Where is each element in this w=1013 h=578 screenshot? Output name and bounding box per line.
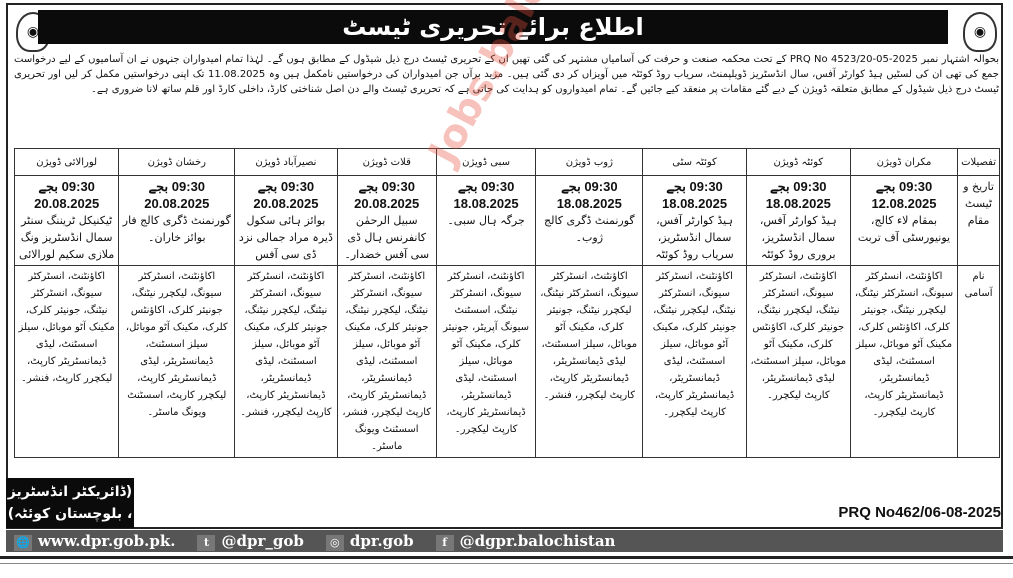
- division-header: لورالائی ڈویژن: [13, 148, 120, 176]
- time: 09:30 بجے: [875, 179, 933, 194]
- issuer-line-2: ، بلوچستان کوئٹہ): [7, 506, 133, 522]
- twitter-handle[interactable]: @dpr_gob: [221, 531, 304, 550]
- bottom-rule: [0, 556, 1013, 564]
- time: 09:30 بجے: [457, 179, 515, 194]
- venue: بمقام لاء کالج، یونیورسٹی آف تربت: [857, 214, 951, 244]
- date-venue-cell: 09:30 بجے 20.08.2025 سبیل الرحمٰن کانفرنس …: [336, 175, 437, 266]
- date-venue-cell: 09:30 بجے 20.08.2025 گورنمنٹ ڈگری کالج فار…: [118, 175, 236, 266]
- posts-cell: اکاؤنٹنٹ، انسٹرکٹر سیونگ، انسٹرکٹر نیٹنگ…: [336, 265, 437, 458]
- date: 18.08.2025: [765, 196, 831, 211]
- advertisement-frame: [6, 3, 1003, 529]
- table-row-date-venue: تاریخ و ٹیسٹ مقام 09:30 بجے 12.08.2025 بمقا…: [13, 175, 1000, 266]
- twitter-icon: t: [197, 534, 216, 551]
- date: 18.08.2025: [662, 196, 728, 211]
- date: 18.08.2025: [453, 196, 519, 211]
- posts-cell: اکاؤنٹنٹ، انسٹرکٹر سیونگ، لیکچرر نیٹنگ، …: [118, 265, 236, 458]
- facebook-handle[interactable]: @dgpr.balochistan: [459, 531, 616, 550]
- date: 20.08.2025: [34, 196, 100, 211]
- facebook-icon: f: [435, 534, 454, 551]
- date-venue-cell: 09:30 بجے 18.08.2025 جرگہ ہال سبی۔: [435, 175, 537, 266]
- division-header: ژوب ڈویژن: [535, 148, 644, 176]
- table-row-posts: نام آسامی اکاؤنٹنٹ، انسٹرکٹر سیونگ، انسٹر…: [13, 265, 1000, 458]
- venue: ہیڈ کوارٹر آفس، سمال انڈسٹریز، سریاب روڈ…: [655, 214, 734, 261]
- department-logo-icon: ◉: [963, 12, 997, 52]
- time: 09:30 بجے: [666, 179, 723, 194]
- date-venue-cell: 09:30 بجے 20.08.2025 بوائز ہائی سکول ڈیرہ …: [234, 175, 338, 266]
- venue: گورنمنٹ ڈگری کالج فار بوائز خاران۔: [122, 214, 231, 244]
- issuer-line-1: (ڈائریکٹر انڈسٹریز: [7, 484, 133, 500]
- row-label: نام آسامی: [957, 265, 1000, 458]
- time: 09:30 بجے: [38, 179, 95, 194]
- table-header-row: تفصیلات مکران ڈویژن کوئٹہ ڈویژن کوئٹہ سٹی ژو…: [13, 148, 1000, 176]
- footer-bar: 🌐 www.dpr.gob.pk. t @dpr_gob ◎ dpr.gob f @dg…: [6, 530, 1003, 552]
- globe-icon: 🌐: [14, 534, 32, 551]
- date: 18.08.2025: [556, 196, 622, 211]
- time: 09:30 بجے: [358, 179, 415, 194]
- posts-cell: اکاؤنٹنٹ، انسٹرکٹر سیونگ، انسٹرکٹر نیٹنگ…: [535, 265, 644, 458]
- intro-paragraph: بحوالہ اشتہار نمبر PRQ No 4523/20-05-202…: [14, 54, 1000, 95]
- posts-cell: اکاؤنٹنٹ، انسٹرکٹر سیونگ، انسٹرکٹر نیٹنگ…: [849, 265, 959, 458]
- posts-cell: اکاؤنٹنٹ، انسٹرکٹر سیونگ، انسٹرکٹر نیٹنگ…: [13, 265, 120, 458]
- date: 20.08.2025: [253, 196, 319, 211]
- website-link[interactable]: www.dpr.gob.pk.: [38, 531, 176, 550]
- venue: بوائز ہائی سکول ڈیرہ مراد جمالی نزد ڈی س…: [238, 214, 333, 261]
- date-venue-cell: 09:30 بجے 20.08.2025 ٹیکنیکل ٹریننگ سنٹر س…: [13, 175, 120, 266]
- venue: ٹیکنیکل ٹریننگ سنٹر سمال انڈسٹریز ونگ مل…: [19, 214, 115, 261]
- date: 12.08.2025: [871, 196, 937, 211]
- prq-number: PRQ No462/06-08-2025: [838, 504, 1001, 521]
- venue: ہیڈ کوارٹر آفس، سمال انڈسٹریز، بروری روڈ…: [759, 214, 837, 261]
- venue: سبیل الرحمٰن کانفرنس ہال ڈی سی آفس خضدار…: [344, 214, 430, 261]
- date-venue-cell: 09:30 بجے 12.08.2025 بمقام لاء کالج، یونیو…: [849, 175, 959, 266]
- date: 20.08.2025: [354, 196, 420, 211]
- division-header: قلات ڈویژن: [336, 148, 437, 176]
- date-venue-cell: 09:30 بجے 18.08.2025 ہیڈ کوارٹر آفس، سمال …: [745, 175, 851, 266]
- instagram-handle[interactable]: dpr.gob: [349, 531, 414, 550]
- time: 09:30 بجے: [257, 179, 315, 194]
- date-venue-cell: 09:30 بجے 18.08.2025 گورنمنٹ ڈگری کالج ژوب…: [535, 175, 644, 266]
- venue: گورنمنٹ ڈگری کالج ژوب۔: [544, 214, 635, 244]
- posts-cell: اکاؤنٹنٹ، انسٹرکٹر سیونگ، انسٹرکٹر نیٹنگ…: [745, 265, 851, 458]
- instagram-icon: ◎: [325, 534, 344, 551]
- venue: جرگہ ہال سبی۔: [447, 214, 525, 227]
- issuer-box: (ڈائریکٹر انڈسٹریز ، بلوچستان کوئٹہ): [6, 478, 134, 528]
- posts-cell: اکاؤنٹنٹ، انسٹرکٹر سیونگ، انسٹرکٹر نیٹنگ…: [435, 265, 537, 458]
- ad-title: اطلاع برائے تحریری ٹیسٹ: [38, 10, 948, 44]
- row-label: تاریخ و ٹیسٹ مقام: [957, 175, 1000, 266]
- time: 09:30 بجے: [148, 179, 206, 194]
- posts-cell: اکاؤنٹنٹ، انسٹرکٹر سیونگ، انسٹرکٹر نیٹنگ…: [234, 265, 338, 458]
- date-venue-cell: 09:30 بجے 18.08.2025 ہیڈ کوارٹر آفس، سمال …: [642, 175, 747, 266]
- division-header: کوئٹہ ڈویژن: [745, 148, 851, 176]
- row-label: تفصیلات: [957, 148, 1000, 176]
- division-header: رخشان ڈویژن: [118, 148, 236, 176]
- time: 09:30 بجے: [770, 179, 827, 194]
- time: 09:30 بجے: [561, 179, 618, 194]
- posts-cell: اکاؤنٹنٹ، انسٹرکٹر سیونگ، انسٹرکٹر نیٹنگ…: [642, 265, 747, 458]
- division-header: نصیرآباد ڈویژن: [234, 148, 338, 176]
- division-header: مکران ڈویژن: [849, 148, 959, 176]
- date: 20.08.2025: [144, 196, 210, 211]
- schedule-table: تفصیلات مکران ڈویژن کوئٹہ ڈویژن کوئٹہ سٹی ژو…: [13, 148, 1000, 458]
- division-header: کوئٹہ سٹی: [642, 148, 747, 176]
